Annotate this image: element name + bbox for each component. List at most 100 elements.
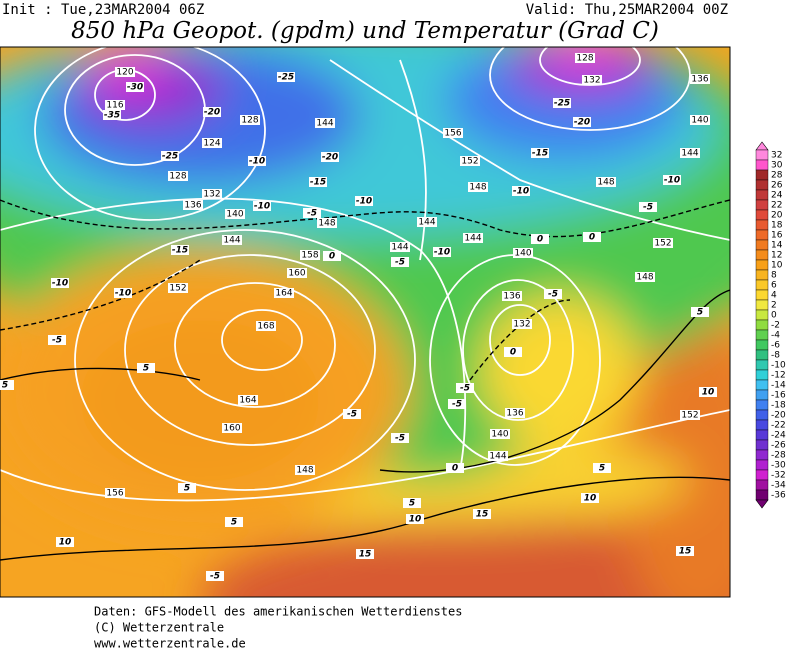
height-label-bg (488, 451, 508, 461)
colorbar-label: -26 (771, 441, 786, 451)
temperature-label-bg (343, 409, 361, 419)
temperature-label-bg (391, 433, 409, 443)
temperature-label: -25 (554, 99, 570, 109)
colorbar-label: -22 (771, 421, 786, 431)
colorbar-label: -34 (771, 481, 786, 491)
colorbar-swatch (755, 339, 769, 351)
temperature-label-bg (676, 546, 694, 556)
height-label: 158 (301, 251, 318, 261)
valid-time: Valid: Thu,25MAR2004 00Z (526, 2, 728, 18)
temperature-label-bg (51, 278, 69, 288)
init-time: Init : Tue,23MAR2004 06Z (2, 2, 204, 18)
colorbar-swatch (755, 419, 769, 431)
colorbar-swatch (755, 489, 769, 501)
colorbar-arrow-top (755, 141, 769, 151)
temperature-label-bg (48, 335, 66, 345)
height-label-bg (582, 75, 602, 85)
height-label: 152 (461, 157, 478, 167)
temperature-label-bg (406, 514, 424, 524)
height-label: 132 (513, 320, 530, 330)
height-label-bg (105, 100, 125, 110)
height-label-bg (463, 233, 483, 243)
colorbar-swatch (755, 159, 769, 171)
temperature-label: -5 (643, 203, 653, 213)
temperature-label: 10 (584, 494, 597, 504)
temperature-label: -10 (356, 197, 372, 207)
height-label-bg (575, 53, 595, 63)
temperature-label: -10 (254, 202, 270, 212)
height-label: 164 (275, 289, 292, 299)
temperature-label: 10 (702, 388, 715, 398)
temperature-label-bg (126, 82, 144, 92)
height-label-bg (417, 217, 437, 227)
temperature-label-bg (206, 571, 224, 581)
height-label: 148 (296, 466, 313, 476)
colorbar-swatch (755, 469, 769, 481)
height-label-bg (168, 283, 188, 293)
temperature-label: 0 (329, 252, 335, 262)
colorbar-label: -16 (771, 391, 786, 401)
height-label: 144 (489, 452, 506, 462)
temperature-label-bg (178, 483, 196, 493)
temperature-label: -30 (127, 83, 143, 93)
height-label: 160 (223, 424, 240, 434)
temperature-label-bg (0, 380, 14, 390)
temperature-label-bg (581, 493, 599, 503)
height-label: 156 (444, 129, 461, 139)
colorbar-label: -30 (771, 461, 786, 471)
height-label-bg (300, 250, 320, 260)
height-label: 140 (226, 210, 243, 220)
height-label-bg (287, 268, 307, 278)
temperature-label-bg (356, 549, 374, 559)
temperature-label: -25 (278, 73, 294, 83)
height-label: 128 (576, 54, 593, 64)
temperature-label: -10 (513, 187, 529, 197)
height-label-bg (238, 395, 258, 405)
temperature-label-bg (161, 151, 179, 161)
colorbar-label: -10 (771, 361, 786, 371)
colorbar-swatch (755, 189, 769, 201)
height-label: 148 (597, 178, 614, 188)
height-label-bg (315, 118, 335, 128)
colorbar-swatch (755, 389, 769, 401)
colorbar-label: 18 (771, 221, 783, 231)
temperature-label: -10 (249, 157, 265, 167)
colorbar-swatch (755, 319, 769, 331)
temperature-label: -5 (210, 572, 220, 582)
temperature-label: -20 (204, 108, 220, 118)
colorbar-swatch (755, 349, 769, 361)
colorbar-label: 12 (771, 251, 782, 261)
colorbar-swatch (755, 259, 769, 271)
height-label: 168 (257, 322, 274, 332)
colorbar-label: 10 (771, 261, 783, 271)
height-label: 148 (636, 273, 653, 283)
temperature-label: 5 (231, 518, 237, 528)
footer-line: (C) Wetterzentrale (94, 621, 224, 635)
footer-line: www.wetterzentrale.de (94, 637, 246, 649)
colorbar-swatch (755, 359, 769, 371)
height-label: 156 (106, 489, 123, 499)
colorbar-swatch (755, 429, 769, 441)
colorbar-label: -2 (771, 321, 780, 331)
height-label-bg (317, 218, 337, 228)
height-label-bg (240, 115, 260, 125)
temperature-label: -20 (322, 153, 338, 163)
footer-line: Daten: GFS-Modell des amerikanischen Wet… (94, 605, 462, 619)
temperature-label: 10 (409, 515, 422, 525)
temperature-label-bg (103, 110, 121, 120)
height-label: 152 (681, 411, 698, 421)
temperature-label: -15 (310, 178, 326, 188)
colorbar-label: 24 (771, 191, 783, 201)
colorbar-swatch (755, 369, 769, 381)
height-label-bg (490, 429, 510, 439)
temperature-label: 5 (184, 484, 190, 494)
temperature-label-bg (663, 175, 681, 185)
height-label-bg (443, 128, 463, 138)
height-label-bg (505, 408, 525, 418)
height-label: 140 (691, 116, 708, 126)
colorbar-label: 0 (771, 311, 777, 321)
height-label-bg (460, 156, 480, 166)
height-label-bg (222, 423, 242, 433)
height-label: 144 (391, 243, 408, 253)
height-label-bg (468, 182, 488, 192)
